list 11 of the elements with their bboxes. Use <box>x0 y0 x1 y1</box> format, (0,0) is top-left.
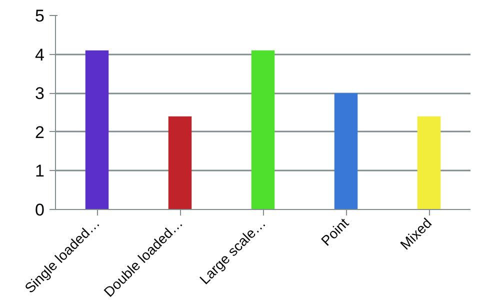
y-tick-label: 4 <box>35 45 45 64</box>
y-tick-label: 2 <box>35 122 45 142</box>
bar <box>334 93 358 210</box>
bar <box>251 50 275 210</box>
bar <box>168 116 192 210</box>
y-tick-label: 3 <box>35 84 45 104</box>
y-tick-label: 1 <box>35 162 45 181</box>
y-tick-label: 0 <box>35 200 45 220</box>
bar <box>85 50 109 210</box>
bar <box>417 116 441 210</box>
y-tick-label: 5 <box>35 6 45 26</box>
